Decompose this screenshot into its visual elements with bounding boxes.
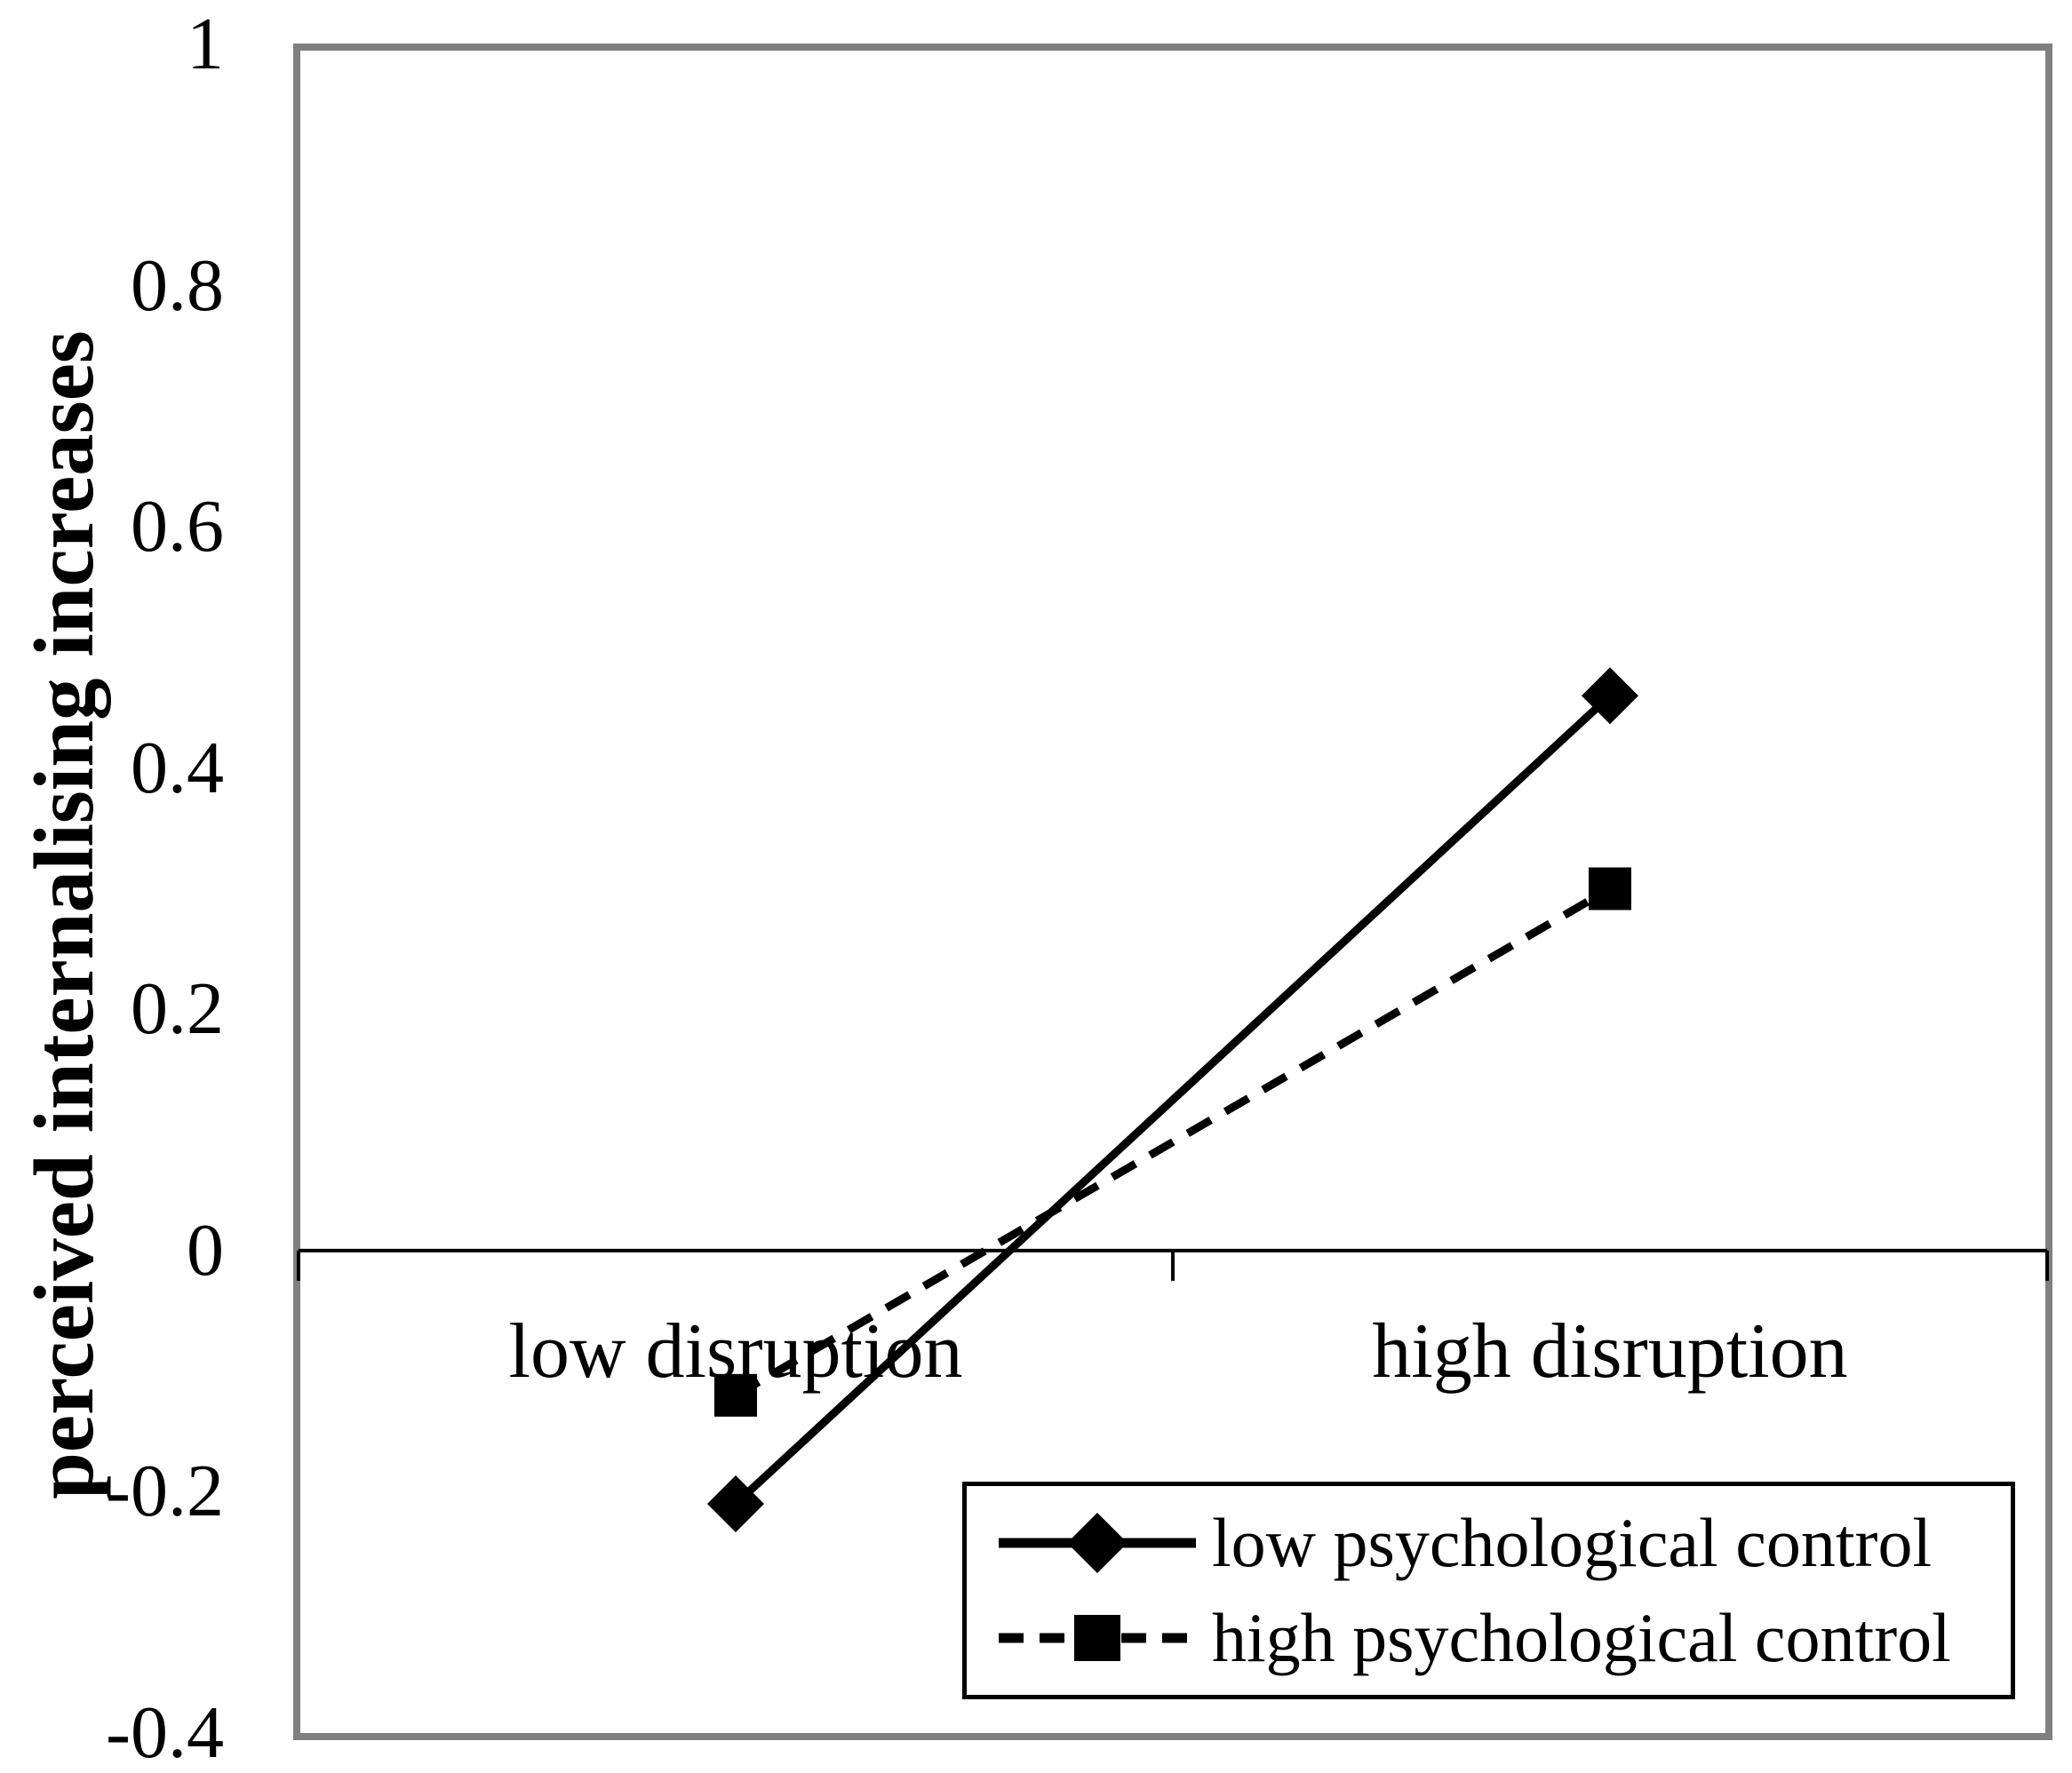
y-tick-label: 1 xyxy=(187,3,224,85)
series-line-solid xyxy=(732,692,1614,1507)
legend-label: high psychological control xyxy=(1212,1599,1951,1677)
y-tick-label: 0 xyxy=(187,1208,224,1292)
series-line-dashed xyxy=(733,885,1613,1399)
data-point-marker-square xyxy=(714,1373,757,1417)
legend-item-low-psychological-control: low psychological control xyxy=(995,1500,2002,1586)
y-tick-label: 0.8 xyxy=(131,243,224,327)
y-tick-label: -0.2 xyxy=(106,1450,224,1533)
legend-sample-dashed-line-square-icon xyxy=(995,1595,1199,1681)
x-category-label: low disruption xyxy=(508,1308,963,1395)
y-tick-label: -0.4 xyxy=(106,1691,224,1773)
y-tick-label: 0.6 xyxy=(131,485,224,568)
plot-border xyxy=(293,44,2052,1740)
y-tick-label: 0.4 xyxy=(131,726,224,809)
data-point-marker-diamond xyxy=(707,1475,764,1533)
legend-box: low psychological control high psycholog… xyxy=(962,1482,2015,1699)
legend-label: low psychological control xyxy=(1212,1503,1933,1581)
legend-sample-solid-line-diamond-icon xyxy=(995,1500,1199,1586)
legend-item-high-psychological-control: high psychological control xyxy=(995,1595,2002,1681)
data-point-marker-diamond xyxy=(1582,667,1638,725)
x-category-label: high disruption xyxy=(1372,1308,1848,1395)
data-point-marker-square xyxy=(1589,867,1631,910)
y-tick-label: 0.2 xyxy=(131,967,224,1051)
